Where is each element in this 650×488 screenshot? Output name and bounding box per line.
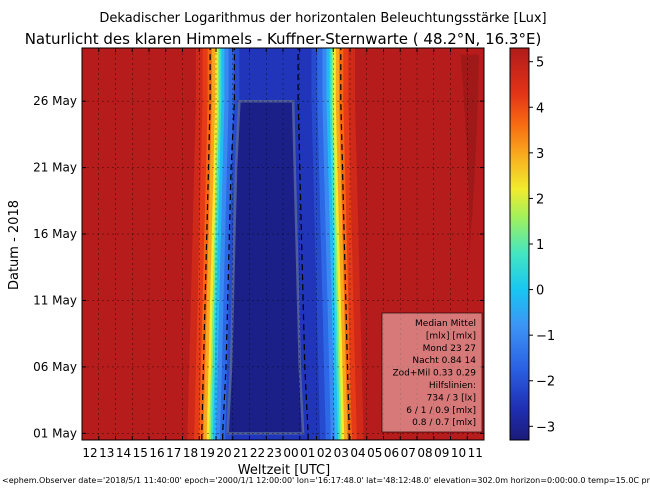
y-axis-label: Datum - 2018 xyxy=(7,200,22,290)
legend-line: Nacht 0.84 14 xyxy=(412,356,476,366)
legend-line: Zod+Mil 0.33 0.29 xyxy=(393,369,477,379)
x-tick-label: 20 xyxy=(216,446,231,460)
x-tick-label: 07 xyxy=(401,446,416,460)
x-tick-label: 03 xyxy=(334,446,349,460)
y-tick-label: 16 May xyxy=(33,227,77,241)
helper-line-deep-end xyxy=(297,48,309,440)
x-tick-label: 08 xyxy=(417,446,432,460)
helper-line-deep-start xyxy=(222,48,235,440)
x-tick-label: 17 xyxy=(166,446,181,460)
helper-line-dusk xyxy=(201,48,211,440)
chart-title: Dekadischer Logarithmus der horizontalen… xyxy=(99,11,546,26)
y-tick-label: 11 May xyxy=(33,293,77,307)
y-tick-label: 26 May xyxy=(33,94,77,108)
x-tick-label: 04 xyxy=(350,446,365,460)
colorbar-tick-label: 1 xyxy=(536,238,544,253)
legend-line: 734 / 3 [lx] xyxy=(427,393,476,403)
x-tick-label: 11 xyxy=(468,446,483,460)
colorbar-tick-label: −1 xyxy=(536,329,555,344)
colorbar-tick-label: 5 xyxy=(536,56,544,71)
x-tick-label: 05 xyxy=(367,446,382,460)
colorbar-tick-label: 4 xyxy=(536,101,544,116)
x-tick-label: 16 xyxy=(149,446,164,460)
x-tick-label: 19 xyxy=(200,446,215,460)
colorbar: 5 4 3 2 1 0 −1 −2 −3 xyxy=(509,47,555,441)
x-tick-label: 13 xyxy=(99,446,114,460)
legend-line: 6 / 1 / 0.9 [mlx] xyxy=(406,406,476,416)
x-tick-label: 10 xyxy=(451,446,466,460)
moon-shade xyxy=(460,54,479,261)
legend-line: Mond 23 27 xyxy=(423,344,476,354)
x-axis-label: Weltzeit [UTC] xyxy=(238,463,330,478)
plot-area xyxy=(82,48,484,440)
axes: 12 13 14 15 16 17 18 19 20 21 22 23 00 01 02 03 04 05 06 07… xyxy=(33,47,485,460)
colorbar-tick-label: 0 xyxy=(536,284,544,299)
x-tick-label: 00 xyxy=(283,446,298,460)
colorbar-tick-label: 2 xyxy=(536,192,544,207)
y-tick-label: 21 May xyxy=(33,161,77,175)
x-tick-label: 09 xyxy=(434,446,449,460)
x-tick-label: 01 xyxy=(300,446,315,460)
x-tick-label: 02 xyxy=(317,446,332,460)
x-tick-label: 21 xyxy=(233,446,248,460)
legend-line: Hilfslinien: xyxy=(429,381,476,391)
legend-line: 0.8 / 0.7 [mlx] xyxy=(412,418,476,428)
colorbar-gradient xyxy=(509,47,530,441)
legend-line: [mlx] [mlx] xyxy=(426,331,476,341)
darkest-night-region xyxy=(226,99,305,435)
helper-line-dawn xyxy=(340,48,350,440)
x-tick-label: 18 xyxy=(183,446,198,460)
legend-box: Median Mittel [mlx] [mlx] Mond 23 27 Nacht … xyxy=(381,312,483,433)
legend-line: Median Mittel xyxy=(415,319,476,329)
colorbar-tick-label: −3 xyxy=(536,420,555,435)
legend-box-frame xyxy=(381,312,483,433)
colorbar-tick-label: 3 xyxy=(536,147,544,162)
chart-subtitle: Naturlicht des klaren Himmels - Kuffner-… xyxy=(25,30,542,48)
x-tick-label: 12 xyxy=(82,446,97,460)
x-tick-label: 06 xyxy=(384,446,399,460)
x-tick-label: 23 xyxy=(267,446,282,460)
footer-observer: <ephem.Observer date='2018/5/1 11:40:00'… xyxy=(2,476,650,485)
y-tick-label: 06 May xyxy=(33,360,77,374)
x-tick-label: 22 xyxy=(250,446,265,460)
y-tick-label: 01 May xyxy=(33,426,77,440)
x-tick-label: 15 xyxy=(133,446,148,460)
x-tick-label: 14 xyxy=(116,446,131,460)
colorbar-tick-label: −2 xyxy=(536,375,555,390)
